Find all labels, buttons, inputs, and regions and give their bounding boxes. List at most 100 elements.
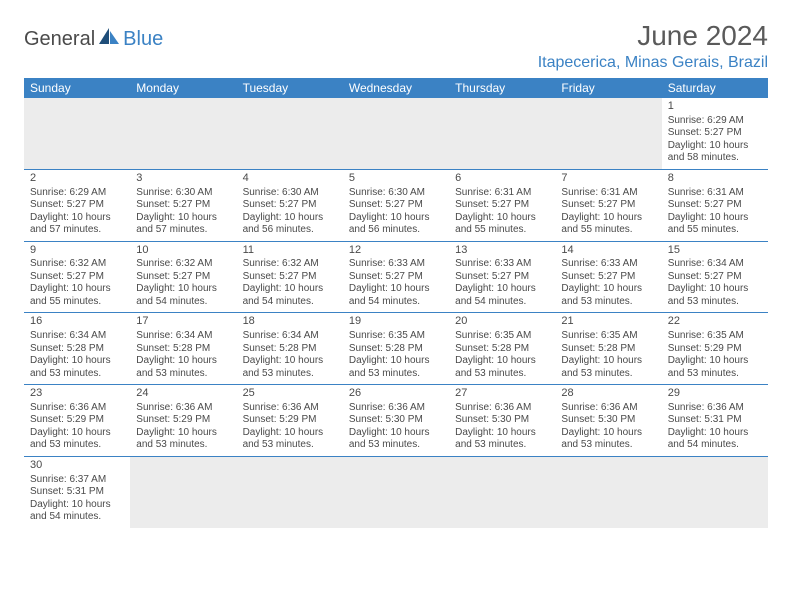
sunset-line: Sunset: 5:27 PM [668,199,762,212]
sunrise-line: Sunrise: 6:34 AM [136,330,230,343]
month-title: June 2024 [538,20,768,52]
calendar-cell: 16Sunrise: 6:34 AMSunset: 5:28 PMDayligh… [24,313,130,384]
calendar-cell-empty [555,457,661,528]
day-number: 27 [455,387,549,401]
day-number: 29 [668,387,762,401]
calendar-cell: 19Sunrise: 6:35 AMSunset: 5:28 PMDayligh… [343,313,449,384]
calendar-cell-empty [237,457,343,528]
daylight-line: Daylight: 10 hours and 56 minutes. [243,212,337,237]
sunset-line: Sunset: 5:27 PM [30,271,124,284]
calendar-cell: 5Sunrise: 6:30 AMSunset: 5:27 PMDaylight… [343,170,449,241]
daylight-line: Daylight: 10 hours and 55 minutes. [561,212,655,237]
location-text: Itapecerica, Minas Gerais, Brazil [538,54,768,72]
title-block: June 2024 Itapecerica, Minas Gerais, Bra… [538,20,768,72]
day-number: 20 [455,315,549,329]
day-number: 28 [561,387,655,401]
calendar-cell-empty [237,98,343,169]
sunrise-line: Sunrise: 6:35 AM [561,330,655,343]
sunrise-line: Sunrise: 6:33 AM [561,258,655,271]
calendar-week: 16Sunrise: 6:34 AMSunset: 5:28 PMDayligh… [24,313,768,385]
calendar-cell: 15Sunrise: 6:34 AMSunset: 5:27 PMDayligh… [662,242,768,313]
day-number: 2 [30,172,124,186]
daylight-line: Daylight: 10 hours and 54 minutes. [668,427,762,452]
daylight-line: Daylight: 10 hours and 54 minutes. [243,283,337,308]
calendar-cell: 17Sunrise: 6:34 AMSunset: 5:28 PMDayligh… [130,313,236,384]
sunrise-line: Sunrise: 6:33 AM [349,258,443,271]
sunset-line: Sunset: 5:27 PM [455,271,549,284]
sunset-line: Sunset: 5:27 PM [668,271,762,284]
day-number: 1 [668,100,762,114]
calendar: Sunday Monday Tuesday Wednesday Thursday… [24,78,768,528]
calendar-cell: 22Sunrise: 6:35 AMSunset: 5:29 PMDayligh… [662,313,768,384]
sunset-line: Sunset: 5:29 PM [30,414,124,427]
day-number: 15 [668,244,762,258]
sunset-line: Sunset: 5:28 PM [561,343,655,356]
calendar-cell: 13Sunrise: 6:33 AMSunset: 5:27 PMDayligh… [449,242,555,313]
sunset-line: Sunset: 5:27 PM [243,271,337,284]
day-header-wednesday: Wednesday [343,78,449,98]
calendar-cell: 29Sunrise: 6:36 AMSunset: 5:31 PMDayligh… [662,385,768,456]
sunset-line: Sunset: 5:28 PM [349,343,443,356]
sunrise-line: Sunrise: 6:34 AM [243,330,337,343]
calendar-cell-empty [343,457,449,528]
calendar-cell-empty [555,98,661,169]
day-number: 3 [136,172,230,186]
daylight-line: Daylight: 10 hours and 55 minutes. [30,283,124,308]
calendar-cell: 20Sunrise: 6:35 AMSunset: 5:28 PMDayligh… [449,313,555,384]
calendar-cell: 25Sunrise: 6:36 AMSunset: 5:29 PMDayligh… [237,385,343,456]
sunset-line: Sunset: 5:27 PM [30,199,124,212]
calendar-week: 30Sunrise: 6:37 AMSunset: 5:31 PMDayligh… [24,457,768,528]
day-number: 14 [561,244,655,258]
sunset-line: Sunset: 5:31 PM [668,414,762,427]
day-header-tuesday: Tuesday [237,78,343,98]
daylight-line: Daylight: 10 hours and 55 minutes. [455,212,549,237]
calendar-cell: 10Sunrise: 6:32 AMSunset: 5:27 PMDayligh… [130,242,236,313]
daylight-line: Daylight: 10 hours and 56 minutes. [349,212,443,237]
daylight-line: Daylight: 10 hours and 53 minutes. [455,355,549,380]
calendar-cell-empty [130,457,236,528]
calendar-week: 23Sunrise: 6:36 AMSunset: 5:29 PMDayligh… [24,385,768,457]
calendar-week: 9Sunrise: 6:32 AMSunset: 5:27 PMDaylight… [24,242,768,314]
sunrise-line: Sunrise: 6:35 AM [455,330,549,343]
calendar-cell: 23Sunrise: 6:36 AMSunset: 5:29 PMDayligh… [24,385,130,456]
sunrise-line: Sunrise: 6:36 AM [455,402,549,415]
calendar-cell-empty [662,457,768,528]
calendar-cell: 3Sunrise: 6:30 AMSunset: 5:27 PMDaylight… [130,170,236,241]
sunrise-line: Sunrise: 6:34 AM [30,330,124,343]
sunrise-line: Sunrise: 6:31 AM [455,187,549,200]
daylight-line: Daylight: 10 hours and 53 minutes. [561,355,655,380]
sunset-line: Sunset: 5:30 PM [561,414,655,427]
daylight-line: Daylight: 10 hours and 54 minutes. [349,283,443,308]
day-number: 22 [668,315,762,329]
sunset-line: Sunset: 5:29 PM [243,414,337,427]
sunrise-line: Sunrise: 6:31 AM [668,187,762,200]
day-number: 16 [30,315,124,329]
day-header-row: Sunday Monday Tuesday Wednesday Thursday… [24,78,768,98]
calendar-cell: 30Sunrise: 6:37 AMSunset: 5:31 PMDayligh… [24,457,130,528]
day-header-friday: Friday [555,78,661,98]
calendar-week: 2Sunrise: 6:29 AMSunset: 5:27 PMDaylight… [24,170,768,242]
calendar-cell: 8Sunrise: 6:31 AMSunset: 5:27 PMDaylight… [662,170,768,241]
daylight-line: Daylight: 10 hours and 57 minutes. [30,212,124,237]
daylight-line: Daylight: 10 hours and 53 minutes. [561,283,655,308]
calendar-cell-empty [449,457,555,528]
day-header-monday: Monday [130,78,236,98]
calendar-cell: 1Sunrise: 6:29 AMSunset: 5:27 PMDaylight… [662,98,768,169]
daylight-line: Daylight: 10 hours and 55 minutes. [668,212,762,237]
calendar-cell: 27Sunrise: 6:36 AMSunset: 5:30 PMDayligh… [449,385,555,456]
sunrise-line: Sunrise: 6:36 AM [243,402,337,415]
sail-icon [99,28,121,51]
sunrise-line: Sunrise: 6:36 AM [30,402,124,415]
sunrise-line: Sunrise: 6:30 AM [136,187,230,200]
calendar-cell-empty [449,98,555,169]
sunrise-line: Sunrise: 6:36 AM [561,402,655,415]
sunrise-line: Sunrise: 6:29 AM [30,187,124,200]
sunset-line: Sunset: 5:28 PM [243,343,337,356]
sunrise-line: Sunrise: 6:32 AM [30,258,124,271]
header: General Blue June 2024 Itapecerica, Mina… [24,20,768,72]
sunset-line: Sunset: 5:29 PM [136,414,230,427]
calendar-week: 1Sunrise: 6:29 AMSunset: 5:27 PMDaylight… [24,98,768,170]
day-number: 12 [349,244,443,258]
calendar-cell: 4Sunrise: 6:30 AMSunset: 5:27 PMDaylight… [237,170,343,241]
sunset-line: Sunset: 5:27 PM [668,127,762,140]
